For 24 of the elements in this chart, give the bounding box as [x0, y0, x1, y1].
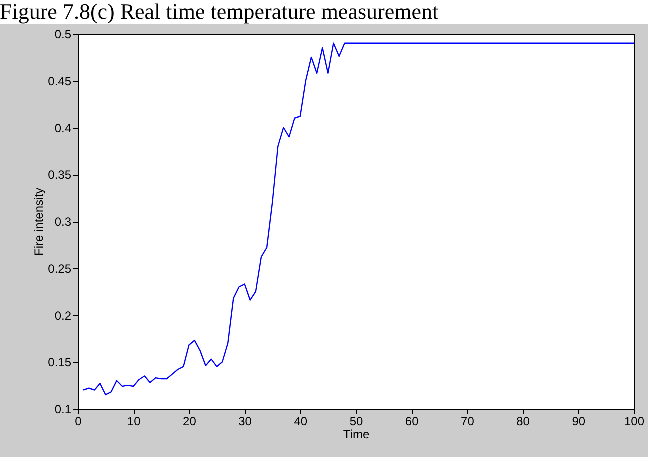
y-tick-label: 0.4: [54, 121, 72, 136]
x-tick-label: 10: [127, 414, 142, 428]
y-tick-label: 0.25: [48, 262, 72, 276]
x-tick-label: 40: [294, 414, 308, 428]
x-tick-label: 90: [572, 414, 586, 428]
line-series: [82, 42, 635, 396]
x-tick-label: 100: [624, 414, 645, 428]
x-axis-title: Time: [343, 428, 370, 442]
x-tick-label: 70: [461, 414, 475, 428]
x-tick-label: 0: [75, 414, 82, 428]
y-tick-label: 0.45: [48, 74, 72, 88]
x-tick-label: 50: [350, 414, 364, 428]
y-axis-title: Fire intensity: [32, 188, 46, 256]
x-tick-label: 30: [238, 414, 252, 428]
y-tick-label: 0.5: [54, 28, 72, 42]
chart-title: Figure 7.8(c) Real time temperature measurement: [0, 0, 440, 24]
x-tick-label: 60: [405, 414, 420, 428]
y-tick-label: 0.35: [48, 168, 72, 182]
y-tick-label: 0.2: [54, 308, 72, 323]
x-tick-label: 80: [516, 414, 530, 428]
y-tick-label: 0.1: [54, 402, 72, 416]
x-tick-label: 20: [183, 414, 197, 428]
y-tick-label: 0.3: [54, 215, 72, 229]
y-tick-label: 0.15: [48, 356, 72, 370]
